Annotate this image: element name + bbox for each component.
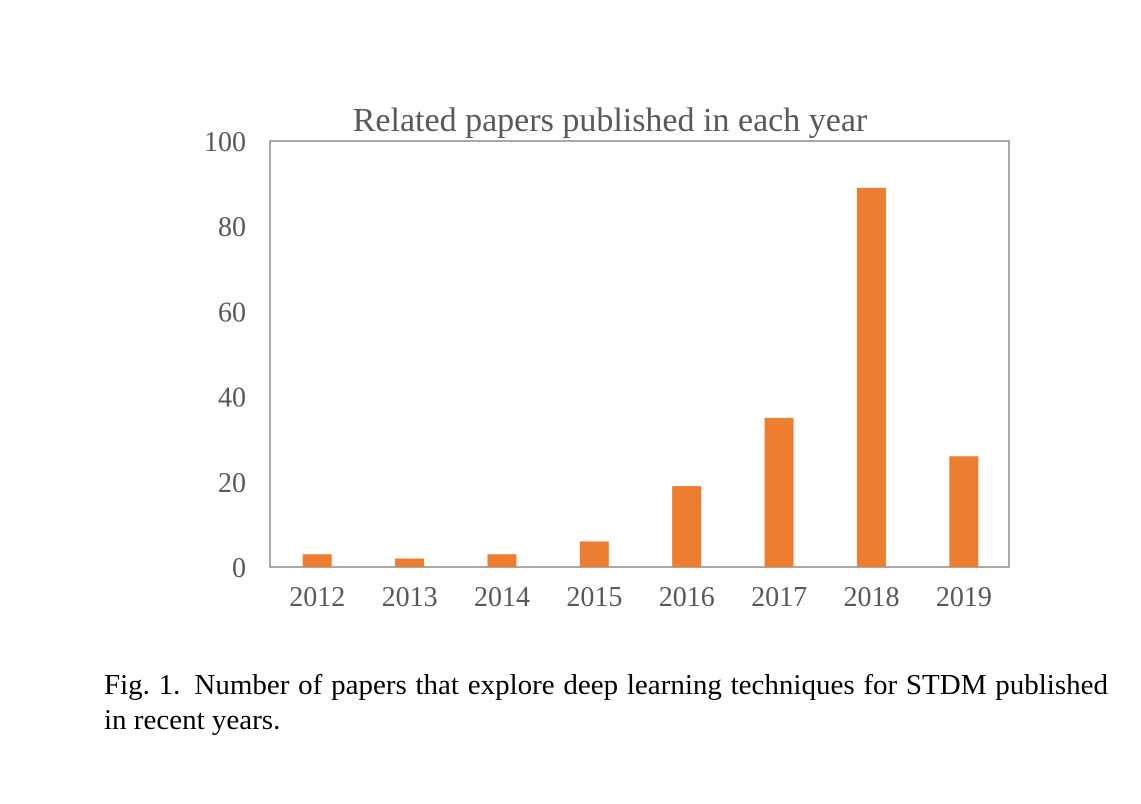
- x-tick-label: 2013: [382, 582, 438, 613]
- y-tick-label: 100: [204, 127, 246, 158]
- x-tick-label: 2012: [289, 582, 345, 613]
- y-tick-label: 80: [218, 212, 246, 243]
- y-axis-ticks: 0 20 40 60 80 100: [204, 127, 246, 584]
- caption-text: Number of papers that explore deep learn…: [104, 669, 1108, 736]
- x-tick-label: 2018: [843, 582, 899, 613]
- x-tick-label: 2016: [659, 582, 715, 613]
- figure-caption: Fig. 1. Number of papers that explore dee…: [104, 668, 1108, 738]
- bar-2012: [302, 554, 332, 567]
- y-tick-label: 60: [218, 297, 246, 328]
- bar-2018: [856, 187, 886, 568]
- bar-chart: Related papers published in each year 0 2…: [204, 102, 1010, 613]
- x-axis-ticks: 2012 2013 2014 2015 2016 2017 2018 2019: [289, 582, 992, 613]
- bar-2015: [579, 541, 609, 567]
- y-tick-label: 0: [232, 553, 246, 584]
- chart-title: Related papers published in each year: [353, 102, 868, 139]
- bar-2014: [487, 554, 517, 567]
- bar-2017: [764, 417, 794, 567]
- bar-2019: [949, 456, 979, 567]
- figure-label: Fig. 1.: [104, 669, 181, 701]
- x-tick-label: 2017: [751, 582, 807, 613]
- x-tick-label: 2019: [936, 582, 992, 613]
- x-tick-label: 2014: [474, 582, 530, 613]
- bars-group: [302, 187, 979, 568]
- plot-area-frame: [269, 140, 1010, 568]
- y-tick-label: 40: [218, 383, 246, 414]
- y-tick-label: 20: [218, 468, 246, 499]
- bar-2013: [395, 558, 425, 567]
- bar-2016: [672, 486, 702, 567]
- x-tick-label: 2015: [566, 582, 622, 613]
